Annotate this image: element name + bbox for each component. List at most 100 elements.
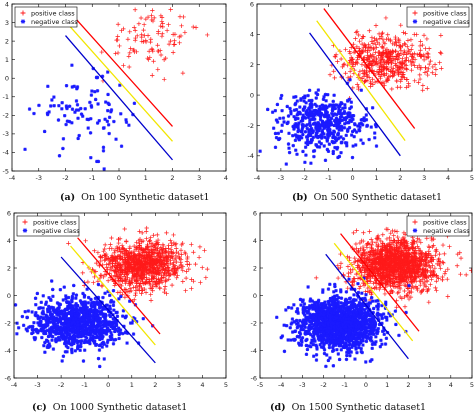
- positive-point: [396, 39, 402, 45]
- negative-point: [88, 131, 93, 135]
- positive-point: [405, 252, 410, 257]
- negative-point: [113, 327, 118, 332]
- positive-point: [438, 51, 444, 56]
- negative-point: [75, 303, 80, 308]
- positive-point: [107, 258, 112, 264]
- positive-point: [155, 67, 161, 72]
- negative-point: [105, 340, 110, 345]
- negative-point: [325, 127, 330, 132]
- positive-point: [354, 44, 360, 50]
- negative-point: [111, 300, 116, 304]
- caption-letter: (b): [292, 192, 308, 203]
- negative-point: [374, 340, 378, 344]
- x-tick-label: 1: [130, 381, 134, 389]
- positive-point: [203, 275, 209, 280]
- positive-point: [363, 289, 368, 294]
- positive-point: [164, 28, 170, 33]
- negative-point: [48, 310, 53, 314]
- negative-point: [86, 126, 90, 130]
- negative-point: [280, 123, 284, 127]
- positive-point: [139, 39, 145, 44]
- positive-point: [417, 278, 423, 284]
- negative-point: [330, 131, 334, 136]
- negative-point: [97, 306, 102, 310]
- positive-point: [133, 285, 138, 290]
- positive-point: [418, 273, 423, 278]
- negative-point: [33, 336, 38, 340]
- negative-point: [66, 300, 71, 304]
- positive-point: [150, 73, 155, 78]
- x-tick-label: -4: [11, 381, 17, 389]
- negative-point: [344, 133, 348, 138]
- positive-point: [361, 230, 366, 235]
- negative-point: [30, 331, 34, 336]
- negative-point: [59, 330, 64, 334]
- negative-point: [364, 118, 369, 122]
- positive-point: [149, 46, 155, 52]
- panel-caption: (c) On 1000 Synthetic dataset1: [32, 402, 187, 413]
- positive-point: [160, 21, 165, 26]
- negative-point: [49, 313, 54, 317]
- positive-point: [98, 273, 104, 278]
- negative-point: [300, 119, 305, 123]
- positive-point: [427, 259, 433, 264]
- positive-point: [397, 284, 402, 290]
- negative-point: [82, 312, 86, 316]
- negative-point: [279, 96, 283, 101]
- negative-point: [50, 279, 54, 283]
- negative-point: [54, 326, 59, 331]
- x-tick-label: -2: [302, 174, 308, 182]
- positive-point: [433, 285, 438, 291]
- negative-point: [30, 310, 34, 314]
- positive-point: [155, 48, 161, 54]
- positive-point: [419, 289, 424, 294]
- negative-point: [81, 305, 86, 309]
- negative-point: [286, 338, 290, 342]
- positive-point: [380, 30, 385, 36]
- positive-point: [409, 285, 414, 291]
- positive-point: [371, 46, 376, 52]
- negative-point: [46, 323, 50, 327]
- negative-point: [58, 319, 63, 324]
- positive-point: [341, 62, 346, 68]
- negative-point: [106, 338, 110, 343]
- positive-point: [360, 68, 365, 73]
- negative-point: [109, 110, 113, 114]
- negative-point: [316, 120, 320, 125]
- positive-point: [152, 15, 157, 21]
- negative-point: [308, 118, 312, 122]
- positive-point: [103, 257, 108, 262]
- positive-point: [361, 247, 367, 252]
- positive-point: [436, 256, 442, 262]
- positive-point: [402, 50, 407, 55]
- positive-point: [376, 261, 382, 266]
- negative-point: [46, 310, 50, 314]
- negative-point: [332, 129, 336, 133]
- positive-point: [118, 276, 123, 281]
- positive-point: [443, 269, 448, 274]
- positive-point: [392, 41, 397, 47]
- negative-point: [20, 314, 25, 319]
- negative-point: [305, 112, 309, 117]
- negative-point: [70, 321, 74, 326]
- negative-point: [70, 306, 74, 311]
- positive-point: [410, 57, 415, 62]
- negative-point: [47, 320, 51, 325]
- positive-point: [115, 263, 120, 268]
- negative-point: [287, 150, 292, 155]
- negative-point: [76, 330, 80, 334]
- negative-point: [99, 312, 103, 316]
- positive-point: [434, 288, 439, 293]
- negative-point: [325, 105, 329, 110]
- positive-point: [150, 282, 156, 288]
- negative-point: [101, 312, 105, 316]
- negative-point: [370, 106, 375, 110]
- positive-point: [376, 31, 382, 37]
- negative-point: [39, 319, 43, 323]
- negative-point: [47, 304, 51, 309]
- negative-point: [337, 136, 341, 140]
- positive-point: [397, 260, 402, 265]
- positive-point: [427, 61, 432, 67]
- positive-point: [394, 42, 399, 48]
- y-tick-label: -2: [5, 319, 11, 327]
